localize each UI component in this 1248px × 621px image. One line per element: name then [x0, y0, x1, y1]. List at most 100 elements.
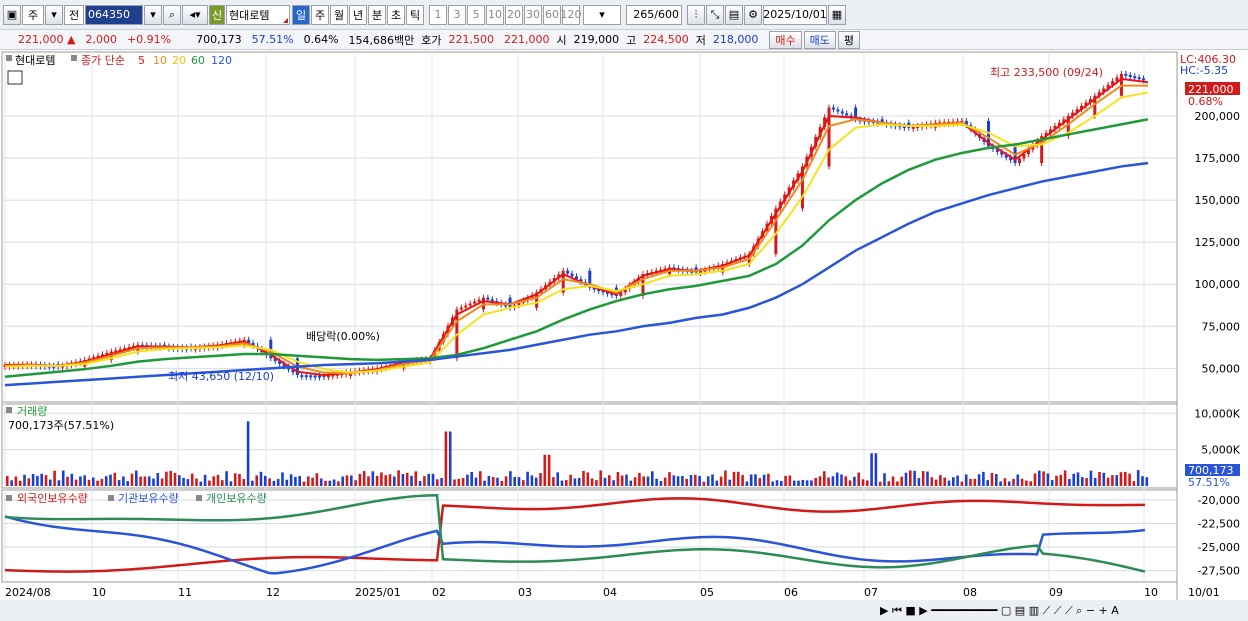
volume-bar — [874, 453, 878, 486]
volume-bar — [139, 476, 142, 486]
window-icon[interactable]: ▣ — [3, 4, 21, 25]
buy-button[interactable]: 매수 — [769, 30, 802, 49]
volume-bar — [147, 476, 151, 486]
eval-button[interactable]: 평 — [837, 30, 861, 49]
volume-bar — [264, 475, 267, 486]
tab-period-분[interactable]: 분 — [368, 4, 386, 25]
volume-bar — [917, 478, 921, 486]
volume-bar — [964, 474, 968, 486]
date-input[interactable]: 2025/10/01 — [763, 4, 827, 25]
ma-line-20 — [4, 91, 1149, 374]
volume-bar — [853, 476, 856, 486]
sell-button[interactable]: 매도 — [803, 30, 836, 49]
hc-label: HC:-5.35 — [1180, 64, 1228, 77]
volume-bar — [560, 480, 564, 486]
volume-bar — [36, 475, 39, 486]
count-input[interactable]: 265/600 — [626, 4, 682, 25]
volume-bar — [178, 475, 181, 486]
volume-bar — [393, 476, 396, 486]
gear-icon[interactable]: ⚙ — [744, 4, 762, 25]
candle-body — [1097, 92, 1101, 96]
volume-bar — [332, 479, 336, 486]
volume-bar — [1072, 473, 1075, 486]
tab-period-년[interactable]: 년 — [349, 4, 367, 25]
grid-toggle-icon[interactable] — [7, 70, 23, 85]
volume-bar — [27, 478, 31, 486]
tab-interval-3[interactable]: 3 — [448, 4, 466, 25]
volume-bar — [100, 478, 104, 486]
volume-bar — [14, 476, 18, 486]
market-select[interactable]: 주 — [22, 4, 44, 25]
tab-interval-10[interactable]: 10 — [486, 4, 504, 25]
volume-bar — [878, 481, 882, 486]
prev-button[interactable]: 전 — [64, 4, 84, 25]
volume-bar — [638, 472, 641, 486]
candle-body — [995, 149, 999, 152]
candle-body — [1049, 129, 1053, 133]
volume-bar — [565, 480, 568, 486]
volume-bar — [861, 479, 865, 486]
volume-bar — [818, 476, 822, 486]
calendar-icon[interactable]: ▦ — [828, 4, 846, 25]
candle-body — [331, 374, 335, 377]
candle-body — [902, 126, 906, 129]
tab-period-틱[interactable]: 틱 — [406, 4, 424, 25]
volume-bar — [496, 477, 499, 486]
volume-bar — [780, 480, 783, 486]
change-rate: +0.91% — [126, 33, 172, 46]
volume-bar — [904, 472, 908, 486]
volume-bar — [625, 474, 628, 486]
high-price: 224,500 — [643, 33, 689, 46]
volume-bar — [117, 480, 121, 486]
candle-body — [827, 107, 831, 167]
tab-period-일[interactable]: 일 — [292, 4, 310, 25]
tab-interval-60[interactable]: 60 — [543, 4, 561, 25]
low-annotation: 최저 43,650 (12/10) — [168, 370, 274, 383]
volume-bar — [952, 477, 955, 486]
volume-bar — [367, 476, 370, 486]
code-dropdown-icon[interactable]: ▾ — [144, 4, 162, 25]
volume-bar — [216, 474, 220, 486]
volume-bar — [504, 476, 508, 486]
speaker-icon[interactable]: ◂▾ — [182, 4, 208, 25]
tab-interval-20[interactable]: 20 — [505, 4, 523, 25]
volume-bar — [900, 476, 903, 486]
volume-bar — [324, 480, 327, 486]
volume-bar — [1081, 477, 1084, 486]
scroll-bar[interactable] — [0, 600, 1248, 621]
tab-period-주[interactable]: 주 — [311, 4, 329, 25]
draw-tool-icon[interactable]: ⤡ — [706, 4, 724, 25]
stock-code-input[interactable]: 064350 — [85, 4, 143, 25]
volume-bar — [788, 475, 792, 486]
volume-bar — [1055, 475, 1058, 486]
candle-body — [1084, 102, 1088, 106]
volume-bar — [238, 473, 241, 486]
x-tick-label: 03 — [518, 586, 532, 599]
volume-bar — [160, 478, 164, 486]
volume-bar — [491, 476, 495, 486]
chevron-down-icon[interactable]: ▾ — [45, 4, 63, 25]
tab-interval-120[interactable]: 120 — [561, 4, 582, 25]
tab-interval-30[interactable]: 30 — [524, 4, 542, 25]
volume-tick-label: 10,000K — [1194, 407, 1240, 420]
volume-bar — [186, 479, 190, 486]
search-icon[interactable]: ⌕ — [163, 4, 181, 25]
tab-interval-5[interactable]: 5 — [467, 4, 485, 25]
candle-body — [597, 288, 601, 291]
scroll-controls-icon[interactable]: ▶ ⏮ ■ ▶ ━━━━━━━━━━ ▢ ▤ ▥ ⟋ ⟋ ⟋ ⌕ − + A — [880, 604, 1119, 617]
tab-period-월[interactable]: 월 — [330, 4, 348, 25]
legend-stock-name: 현대로템 — [15, 54, 55, 67]
tab-interval-1[interactable]: 1 — [429, 4, 447, 25]
quote-bar: 221,000 ▲ 2,000 +0.91% 700,173 57.51% 0.… — [0, 30, 1248, 50]
volume-bar — [165, 471, 168, 486]
candle-type-icon[interactable]: ⫶ — [687, 4, 705, 25]
candle-body — [1004, 154, 1008, 158]
tab-period-초[interactable]: 초 — [387, 4, 405, 25]
volume-bar — [814, 478, 817, 486]
volume-bar — [762, 474, 766, 486]
volume-bar — [122, 476, 125, 486]
custom-interval-select[interactable]: ▾ — [583, 4, 621, 25]
stock-chart[interactable]: 50,000 75,000 100,000 125,000 150,000 175,000… — [0, 50, 1248, 621]
candle-body — [114, 350, 118, 353]
save-icon[interactable]: ▤ — [725, 4, 743, 25]
